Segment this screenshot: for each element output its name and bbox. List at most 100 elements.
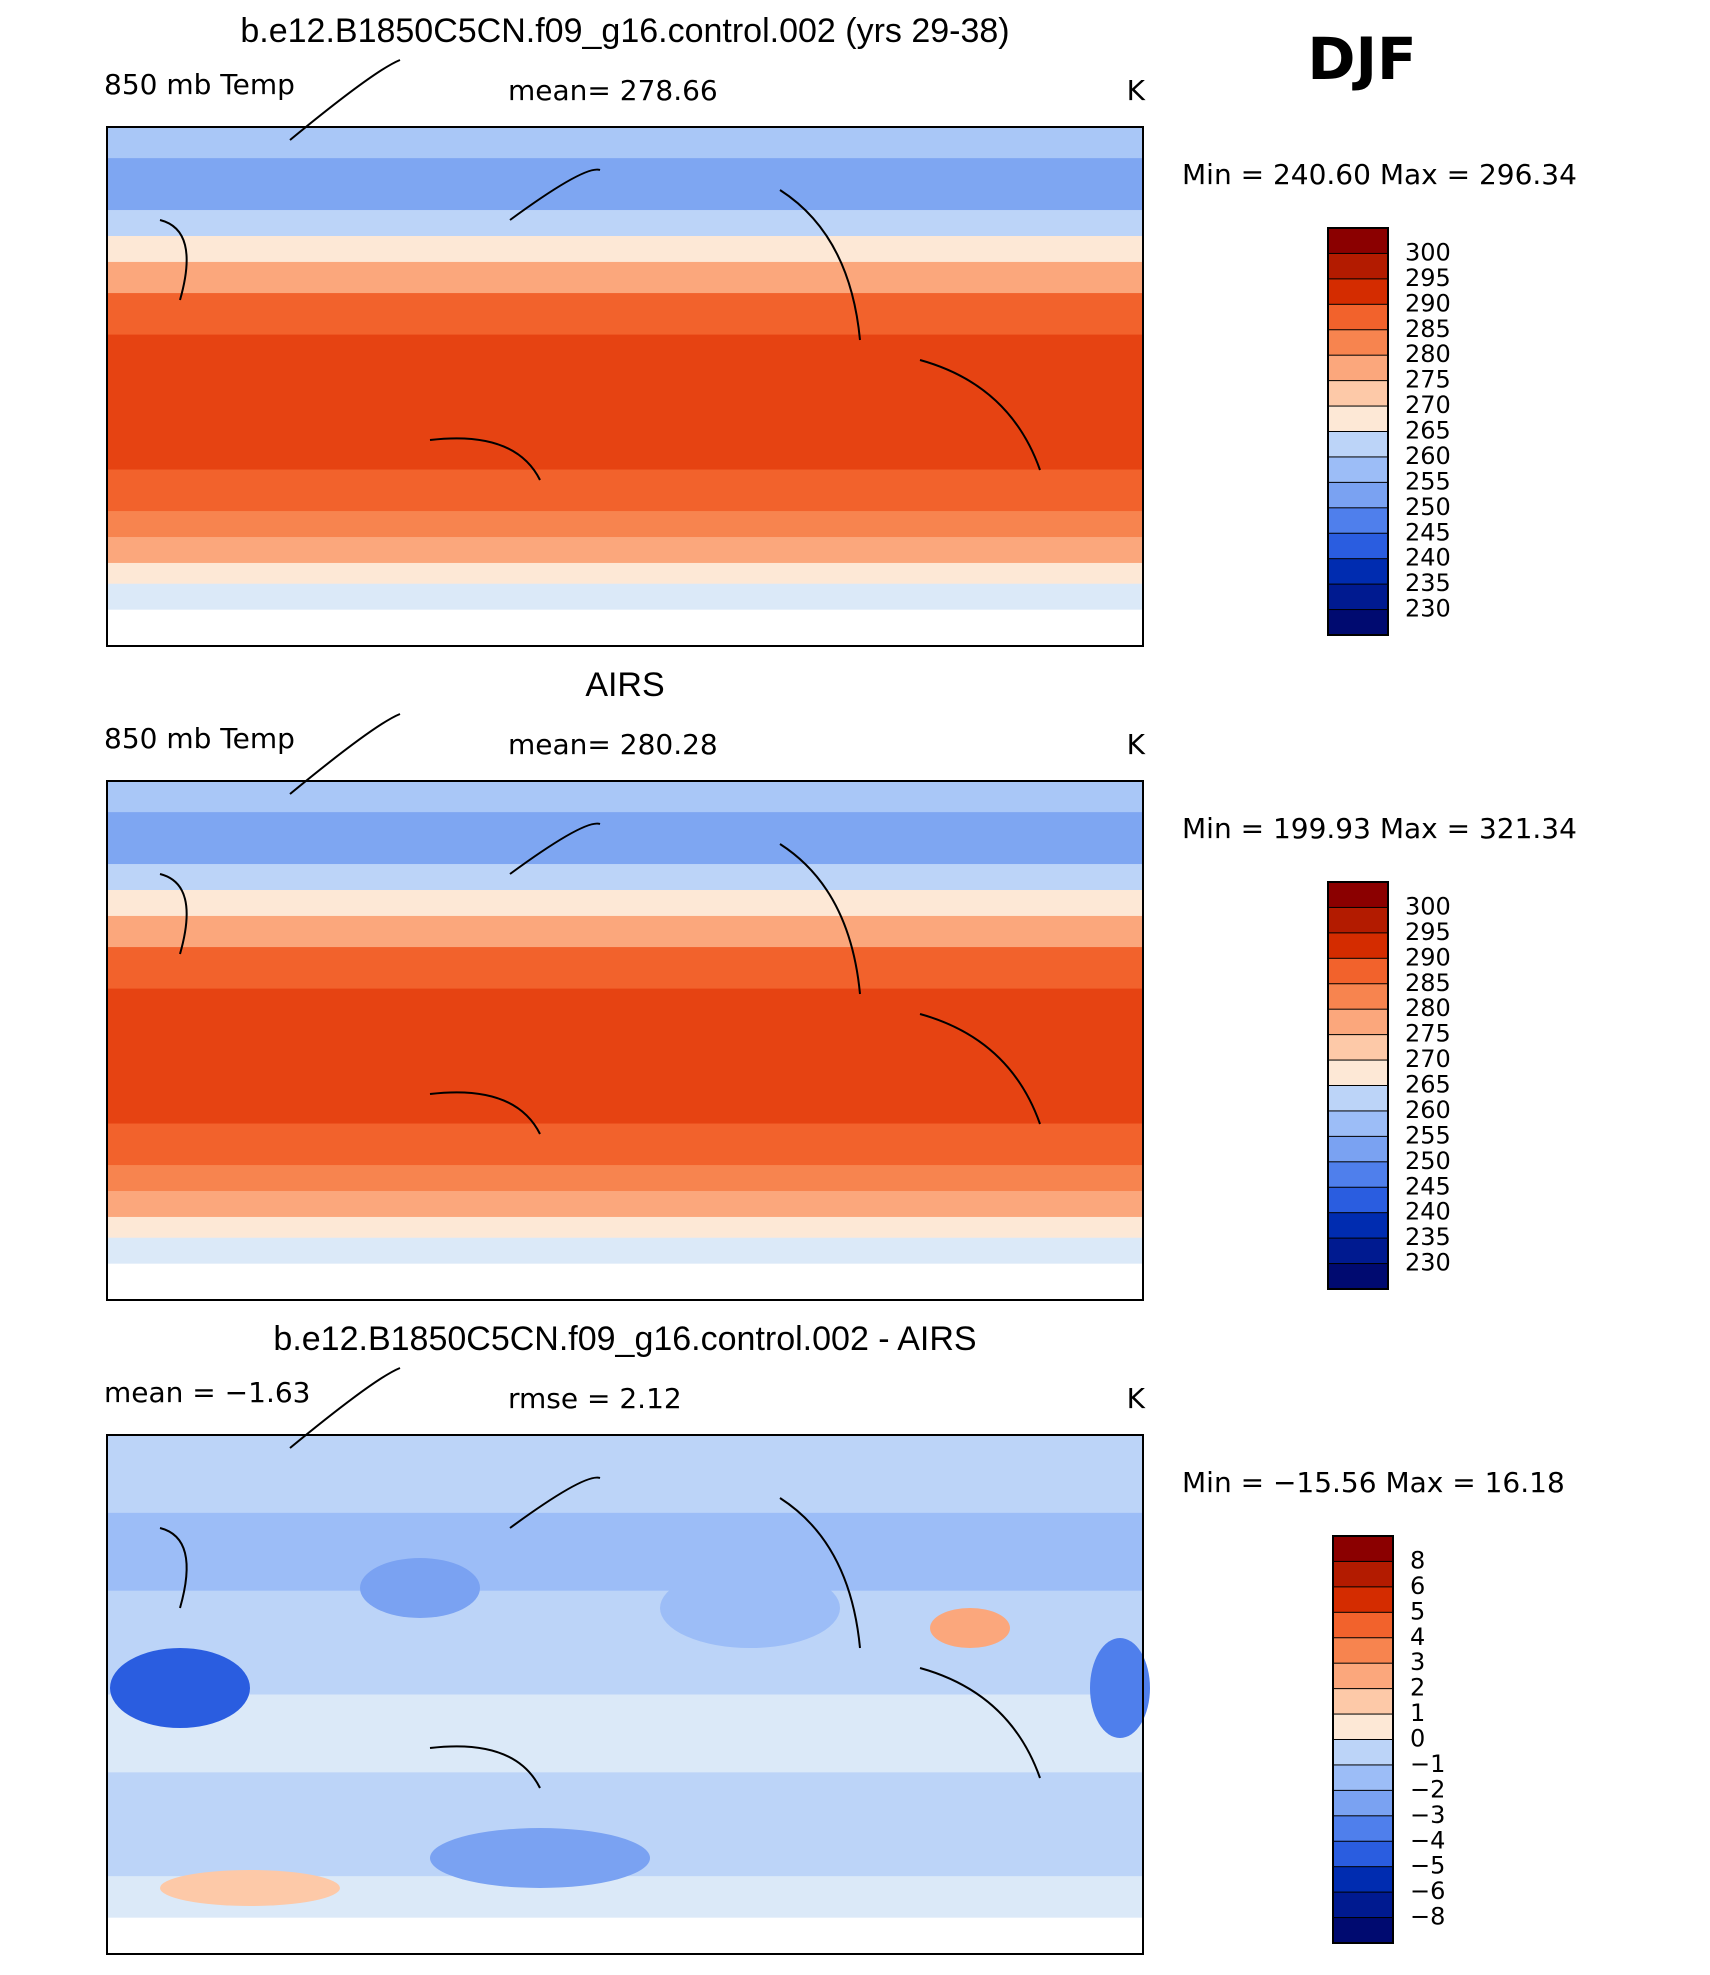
colorbar-label: 230 (1405, 1249, 1451, 1277)
coastline (509, 822, 601, 875)
colorbar-segment (1332, 1789, 1394, 1817)
colorbar-segment (1332, 1637, 1394, 1664)
colorbar-segment (1332, 1611, 1394, 1639)
panel-stats: Min = −15.56 Max = 16.18 (1182, 1466, 1565, 1499)
panel-units: K (1127, 74, 1146, 107)
colorbar-segment (1332, 1891, 1394, 1919)
panel-units: K (1127, 728, 1146, 761)
colorbar-segment (1327, 456, 1389, 484)
map-band (107, 609, 1143, 647)
map-band (107, 1917, 1143, 1955)
colorbar-label: 3 (1410, 1648, 1425, 1676)
colorbar-label: 260 (1405, 442, 1451, 470)
map-band (107, 1191, 1143, 1218)
colorbar-label: 235 (1405, 569, 1451, 597)
panel-title: AIRS (585, 666, 664, 704)
colorbar-label: −1 (1410, 1750, 1445, 1778)
colorbar-label: 8 (1410, 1546, 1425, 1574)
colorbar-frame (1327, 881, 1389, 1290)
colorbar-segment (1327, 303, 1389, 331)
colorbar-label: 280 (1405, 994, 1451, 1022)
colorbar-label: 275 (1405, 1020, 1451, 1048)
colorbar-label: 230 (1405, 595, 1451, 623)
colorbar-segment (1327, 329, 1389, 356)
map-band (107, 127, 1143, 159)
coastline (509, 168, 601, 221)
colorbar-segment (1327, 1085, 1389, 1112)
coastline (919, 359, 1041, 471)
map-band (107, 511, 1143, 538)
map-band (107, 915, 1143, 948)
colorbar-segment (1332, 1535, 1394, 1563)
colorbar-label: 250 (1405, 493, 1451, 521)
map-frame (106, 1434, 1144, 1955)
map-band (107, 1237, 1143, 1265)
map-anomaly (1090, 1638, 1150, 1738)
map-band (107, 261, 1143, 294)
coastline (919, 1013, 1041, 1125)
map-band (107, 1435, 1143, 1514)
coastline (779, 1497, 861, 1649)
map-band (107, 469, 1143, 512)
colorbar-segment (1327, 481, 1389, 509)
colorbar-segment (1332, 1713, 1394, 1741)
coastline (159, 219, 188, 301)
map-anomaly (430, 1828, 650, 1888)
colorbar-label: 290 (1405, 943, 1451, 971)
colorbar-segment (1327, 354, 1389, 382)
colorbar-segment (1332, 1662, 1394, 1690)
map-band (107, 1694, 1143, 1773)
colorbar-label: 2 (1410, 1674, 1425, 1702)
coastline (779, 843, 861, 995)
coastline (429, 1745, 541, 1789)
coastline (289, 1367, 401, 1449)
coastline (159, 873, 188, 955)
colorbar-segment (1327, 252, 1389, 280)
colorbar-label: 265 (1405, 1071, 1451, 1099)
coastline (509, 1476, 601, 1529)
map-band (107, 583, 1143, 611)
colorbar-frame (1327, 227, 1389, 636)
map (106, 713, 1144, 1301)
colorbar-label: 260 (1405, 1096, 1451, 1124)
colorbar-label: 240 (1405, 1198, 1451, 1226)
colorbar-segment (1327, 1034, 1389, 1061)
colorbar-label: 300 (1405, 238, 1451, 266)
map-anomaly (110, 1648, 250, 1728)
map (106, 59, 1144, 647)
map-band (107, 947, 1143, 990)
map-anomaly (930, 1608, 1010, 1648)
map-band (107, 235, 1143, 263)
colorbar-segment (1327, 1110, 1389, 1138)
colorbar-segment (1332, 1560, 1394, 1588)
colorbar-label: 285 (1405, 315, 1451, 343)
map-frame (106, 780, 1144, 1301)
coastline (429, 1091, 541, 1135)
map-band (107, 1216, 1143, 1239)
season: DJF (1307, 25, 1416, 93)
colorbar-segment (1327, 532, 1389, 560)
colorbar-segment (1332, 1840, 1394, 1868)
coastline (289, 59, 401, 141)
map-band (107, 158, 1143, 211)
colorbar-segment (1327, 906, 1389, 934)
colorbar-label: 6 (1410, 1572, 1425, 1600)
map-band (107, 1165, 1143, 1192)
colorbar-label: 270 (1405, 1045, 1451, 1073)
panel-center-label: mean= 278.66 (508, 74, 718, 107)
panel-left-label: 850 mb Temp (104, 68, 295, 101)
colorbar-segment (1327, 227, 1389, 255)
map-band (107, 988, 1143, 1125)
panel-left-label: 850 mb Temp (104, 722, 295, 755)
map-band (107, 293, 1143, 336)
colorbar-label: 290 (1405, 289, 1451, 317)
colorbar-segment (1327, 1263, 1389, 1290)
colorbar-label: −6 (1410, 1877, 1445, 1905)
colorbar-segment (1327, 1237, 1389, 1265)
coastline (919, 1667, 1041, 1779)
colorbar-label: 5 (1410, 1597, 1425, 1625)
colorbar-label: 270 (1405, 391, 1451, 419)
colorbar-segment (1327, 380, 1389, 407)
panel-title: b.e12.B1850C5CN.f09_g16.control.002 (yrs… (240, 12, 1009, 50)
